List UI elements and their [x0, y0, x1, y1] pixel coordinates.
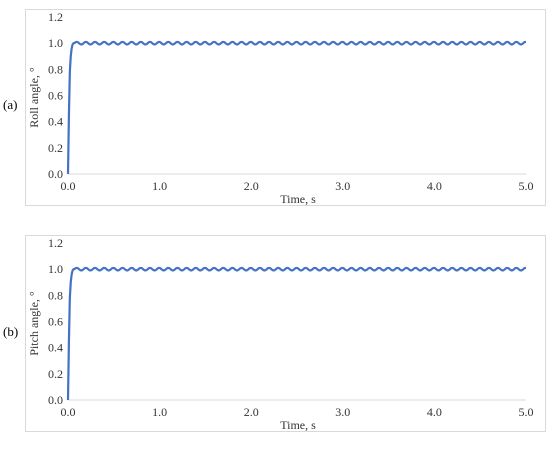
- y-tick-label: 0.2: [48, 367, 63, 381]
- x-tick-label: 3.0: [335, 179, 350, 193]
- y-tick-label: 0.8: [48, 62, 63, 76]
- y-tick-label: 1.0: [48, 36, 63, 50]
- pitch-angle-plot: 0.0 0.2 0.4 0.6 0.8 1.0 1.2 0.0 1.0 2.0 3.0 4.0 5.0 T…: [27, 236, 534, 432]
- series-line: [66, 266, 527, 401]
- y-tick-label: 0.6: [48, 315, 63, 329]
- pitch-angle-chart: 0.0 0.2 0.4 0.6 0.8 1.0 1.2 0.0 1.0 2.0 3.0 4.0 5.0 T…: [25, 235, 546, 432]
- roll-angle-plot: 0.0 0.2 0.4 0.6 0.8 1.0 1.2 0.0 1.0 2.0 3.0 4.0 5.0 T…: [27, 10, 534, 206]
- x-tick-label: 2.0: [244, 179, 259, 193]
- y-tick-label: 0.4: [48, 341, 63, 355]
- y-tick-label: 0.8: [48, 288, 63, 302]
- y-tick-label: 1.2: [48, 236, 63, 250]
- x-tick-label: 5.0: [519, 179, 534, 193]
- x-tick-label: 1.0: [152, 405, 167, 419]
- y-axis-label: Roll angle, °: [27, 67, 41, 128]
- y-tick-label: 1.2: [48, 10, 63, 24]
- y-tick-label: 0.0: [48, 393, 63, 407]
- y-tick-label: 0.0: [48, 167, 63, 181]
- series-line: [66, 40, 527, 175]
- x-tick-label: 5.0: [519, 405, 534, 419]
- y-tick-label: 0.4: [48, 115, 63, 129]
- y-tick-label: 0.6: [48, 89, 63, 103]
- roll-angle-chart: 0.0 0.2 0.4 0.6 0.8 1.0 1.2 0.0 1.0 2.0 3.0 4.0 5.0 T…: [25, 9, 546, 206]
- x-axis-label: Time, s: [280, 192, 316, 206]
- y-tick-label: 0.2: [48, 141, 63, 155]
- panel-label-b: (b): [3, 324, 19, 339]
- x-tick-label: 4.0: [427, 179, 442, 193]
- x-axis-label: Time, s: [280, 418, 316, 432]
- y-axis-label: Pitch angle, °: [27, 291, 41, 356]
- x-tick-label: 0.0: [61, 405, 76, 419]
- x-tick-label: 2.0: [244, 405, 259, 419]
- x-tick-label: 0.0: [61, 179, 76, 193]
- panel-label-a: (a): [3, 97, 18, 112]
- x-tick-label: 1.0: [152, 179, 167, 193]
- y-tick-label: 1.0: [48, 262, 63, 276]
- x-tick-label: 3.0: [335, 405, 350, 419]
- x-tick-label: 4.0: [427, 405, 442, 419]
